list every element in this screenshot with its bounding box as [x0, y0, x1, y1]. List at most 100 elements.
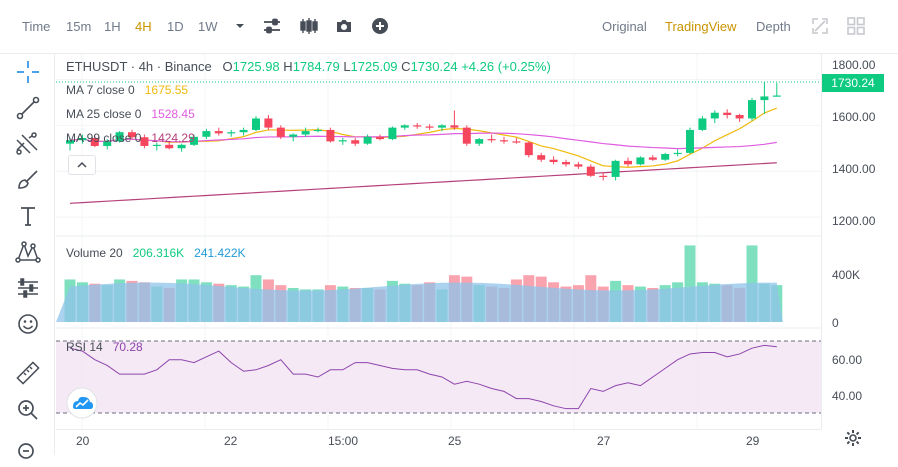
zoom-out-icon[interactable]: [14, 439, 42, 467]
candle-up: [698, 118, 707, 130]
text-tool-icon[interactable]: [14, 202, 42, 230]
rsi-legend: RSI 14 70.28: [66, 340, 143, 354]
price-tick: 1800.00: [832, 58, 876, 72]
interval-15m[interactable]: 15m: [66, 19, 92, 34]
camera-icon[interactable]: [334, 16, 354, 36]
ma99-line: [69, 162, 777, 204]
candle-down: [599, 175, 608, 177]
candle-up: [103, 141, 112, 146]
time-tick: 15:00: [328, 434, 359, 448]
interval-1d[interactable]: 1D: [167, 19, 184, 34]
candle-down: [512, 141, 521, 143]
ma25-value: 1528.45: [151, 107, 195, 121]
change-value: +4.26 (+0.25%): [461, 59, 551, 74]
view-depth[interactable]: Depth: [756, 19, 791, 34]
candle-up: [760, 96, 769, 101]
ma7-label: MA 7 close 0: [66, 83, 135, 97]
candle-up: [177, 144, 186, 149]
pattern-tool-icon[interactable]: [14, 238, 42, 266]
candle-down: [425, 126, 434, 128]
ma25-label: MA 25 close 0: [66, 107, 142, 121]
candle-down: [624, 160, 632, 165]
collapse-legend-button[interactable]: [68, 155, 96, 175]
ma7-legend: MA 7 close 0 1675.55: [66, 83, 188, 97]
crosshair-icon[interactable]: [14, 58, 42, 86]
chevron-up-icon: [77, 161, 87, 168]
candle-up: [388, 127, 397, 140]
candle-up: [115, 132, 124, 142]
zoom-in-icon[interactable]: [14, 396, 42, 424]
price-axis[interactable]: 1800.00 1600.00 1400.00 1200.00 1730.24 …: [821, 54, 898, 429]
brush-icon[interactable]: [14, 166, 42, 194]
low-value: 1725.09: [350, 59, 398, 74]
candle-down: [450, 125, 459, 128]
volume-label: Volume 20: [66, 246, 123, 260]
candle-up: [611, 160, 620, 177]
ma25-line: [69, 132, 777, 150]
settings-sliders-icon[interactable]: [262, 16, 282, 36]
rsi-tick: 60.00: [832, 353, 863, 367]
trend-line-icon[interactable]: [14, 94, 42, 122]
ruler-icon[interactable]: [14, 359, 42, 387]
fib-tool-icon[interactable]: [14, 130, 42, 158]
current-price-tag: 1730.24: [822, 74, 884, 92]
time-axis[interactable]: 20 22 15:00 25 27 29: [56, 429, 821, 455]
candle-up: [673, 152, 682, 155]
chart-panel[interactable]: ETHUSDT · 4h · Binance O1725.98 H1784.79…: [56, 54, 821, 429]
candle-up: [686, 129, 694, 153]
volume-legend: Volume 20 206.316K 241.422K: [66, 246, 246, 260]
interval-4h[interactable]: 4H: [135, 19, 152, 34]
time-tick: 20: [76, 434, 90, 448]
candle-up: [338, 140, 347, 142]
volume-value-1: 206.316K: [132, 246, 185, 260]
candle-down: [165, 144, 174, 149]
time-tick: 29: [746, 434, 760, 448]
emoji-icon[interactable]: [14, 310, 42, 338]
candle-down: [648, 157, 657, 160]
chart-settings-gear-icon[interactable]: [843, 428, 863, 448]
close-value: 1730.24: [410, 59, 458, 74]
interval-time[interactable]: Time: [22, 19, 51, 34]
candle-down: [376, 136, 384, 140]
rsi-label: RSI 14: [66, 340, 103, 354]
ma7-value: 1675.55: [144, 83, 189, 97]
open-label: O: [222, 59, 233, 74]
tradingview-logo-icon[interactable]: [66, 387, 98, 419]
close-label: C: [401, 59, 411, 74]
interval-1h[interactable]: 1H: [104, 19, 121, 34]
drawing-toolbar: [0, 54, 55, 459]
candle-up: [636, 157, 645, 165]
layout-grid-icon[interactable]: [846, 16, 866, 36]
candle-up: [772, 95, 781, 97]
interval-1w[interactable]: 1W: [198, 19, 218, 34]
time-tick: 25: [448, 434, 462, 448]
candle-up: [475, 139, 484, 144]
view-original[interactable]: Original: [602, 19, 647, 34]
ma99-value: 1424.29: [151, 131, 195, 145]
rsi-value: 70.28: [112, 340, 143, 354]
fullscreen-icon[interactable]: [810, 16, 830, 36]
candle-up: [400, 125, 409, 128]
candle-down: [524, 142, 533, 156]
volume-bar: [684, 245, 696, 322]
price-tick: 1600.00: [832, 110, 876, 124]
candle-up: [289, 134, 298, 137]
view-tradingview[interactable]: TradingView: [665, 19, 737, 34]
symbol-legend: ETHUSDT · 4h · Binance O1725.98 H1784.79…: [66, 59, 551, 74]
volume-value-2: 241.422K: [194, 246, 246, 260]
candlestick-type-icon[interactable]: [299, 16, 319, 36]
chevron-down-icon[interactable]: [230, 16, 250, 36]
candle-down: [537, 155, 546, 160]
volume-tick: 400K: [832, 268, 861, 282]
candlestick-chart[interactable]: [56, 54, 821, 429]
candle-up: [363, 136, 372, 144]
prediction-tool-icon[interactable]: [14, 274, 42, 302]
add-indicator-icon[interactable]: [370, 16, 390, 36]
high-label: H: [283, 59, 293, 74]
high-value: 1784.79: [292, 59, 340, 74]
candle-down: [574, 164, 583, 167]
price-tick: 1200.00: [832, 214, 876, 228]
candle-up: [66, 140, 74, 144]
candle-up: [239, 129, 248, 133]
volume-tick: 0: [832, 316, 839, 330]
